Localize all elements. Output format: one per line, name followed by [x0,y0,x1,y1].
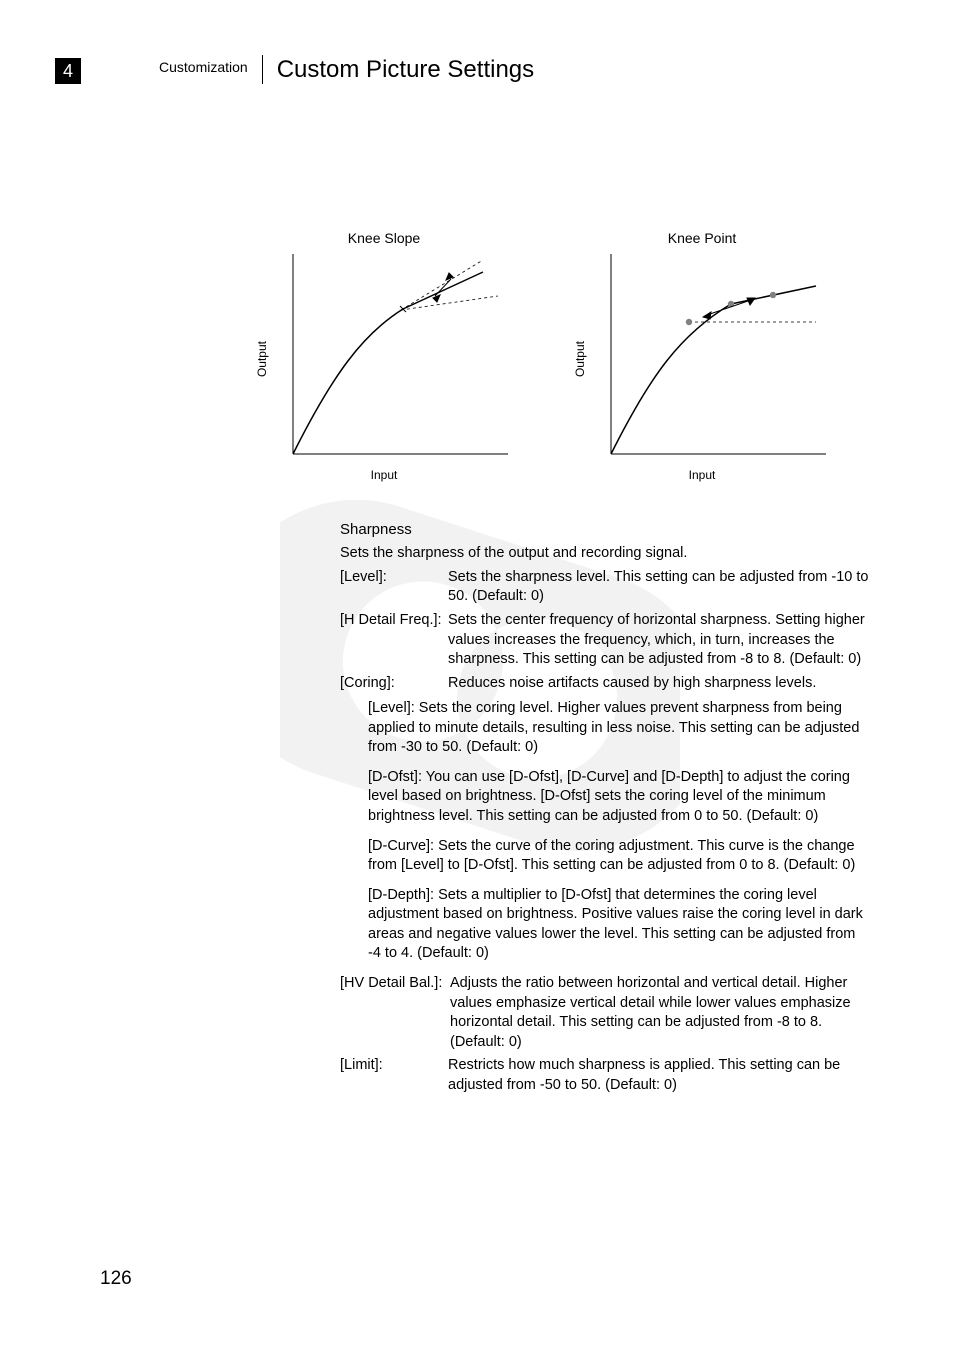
x-axis-label: Input [689,468,716,482]
knee-slope-chart: Knee Slope Output [255,230,513,482]
chart-title: Knee Slope [348,230,420,246]
def-desc: Restricts how much sharpness is applied.… [448,1056,870,1095]
knee-point-svg [591,254,831,464]
section-intro: Sets the sharpness of the output and rec… [340,544,870,564]
def-limit: [Limit]: Restricts how much sharpness is… [340,1056,870,1095]
sub-dofst: [D-Ofst]: You can use [D-Ofst], [D-Curve… [368,768,870,827]
page-header: 4 Customization Custom Picture Settings [55,55,894,84]
def-desc: Adjusts the ratio between horizontal and… [450,974,870,1052]
knee-slope-svg [273,254,513,464]
def-desc: Sets the center frequency of horizontal … [448,611,870,670]
def-term: [Level]: [340,568,448,607]
chart-title: Knee Point [668,230,737,246]
y-axis-label: Output [573,341,587,377]
def-term: [H Detail Freq.]: [340,611,448,670]
sub-ddepth: [D-Depth]: Sets a multiplier to [D-Ofst]… [368,886,870,964]
def-level: [Level]: Sets the sharpness level. This … [340,568,870,607]
def-hvdetail: [HV Detail Bal.]: Adjusts the ratio betw… [340,974,870,1052]
coring-subitems: [Level]: Sets the coring level. Higher v… [340,699,870,964]
def-desc: Sets the sharpness level. This setting c… [448,568,870,607]
sub-dcurve: [D-Curve]: Sets the curve of the coring … [368,837,870,876]
page-number: 126 [100,1268,132,1290]
def-coring: [Coring]: Reduces noise artifacts caused… [340,674,870,694]
y-axis-label: Output [255,341,269,377]
x-axis-label: Input [371,468,398,482]
def-term: [HV Detail Bal.]: [340,974,450,1052]
section-heading: Sharpness [340,520,870,540]
def-hdetail: [H Detail Freq.]: Sets the center freque… [340,611,870,670]
def-term: [Limit]: [340,1056,448,1095]
page-title: Custom Picture Settings [277,56,534,84]
breadcrumb: Customization [159,55,263,84]
knee-point-chart: Knee Point Output Input [573,230,831,482]
sub-level: [Level]: Sets the coring level. Higher v… [368,699,870,758]
charts-row: Knee Slope Output [255,230,875,482]
chapter-badge: 4 [55,58,81,84]
def-term: [Coring]: [340,674,448,694]
def-desc: Reduces noise artifacts caused by high s… [448,674,870,694]
sharpness-section: Sharpness Sets the sharpness of the outp… [340,520,870,1099]
